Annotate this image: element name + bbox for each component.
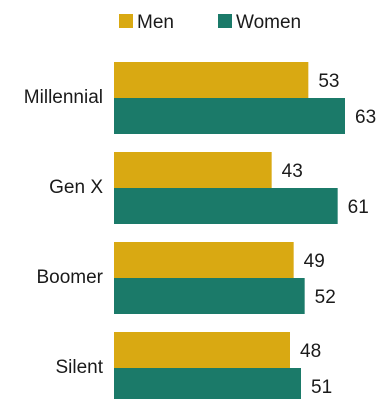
legend-swatch-women — [218, 14, 232, 28]
bar-women — [114, 278, 305, 314]
category-label: Millennial — [24, 87, 103, 108]
bar-men — [114, 152, 272, 188]
value-label-women: 61 — [348, 197, 369, 218]
value-label-men: 48 — [300, 341, 321, 362]
category-label: Boomer — [36, 267, 103, 288]
value-labels: 53 63 43 61 49 52 48 51 — [282, 71, 376, 398]
value-label-men: 53 — [318, 71, 339, 92]
value-label-women: 52 — [315, 287, 336, 308]
value-label-women: 51 — [311, 377, 332, 398]
legend-label-women: Women — [236, 12, 301, 33]
bars — [114, 62, 345, 399]
bar-women — [114, 188, 338, 224]
legend-label-men: Men — [137, 12, 174, 33]
value-label-men: 49 — [304, 251, 325, 272]
value-label-women: 63 — [355, 107, 376, 128]
bar-men — [114, 332, 290, 368]
bar-men — [114, 242, 294, 278]
bar-women — [114, 368, 301, 399]
value-label-men: 43 — [282, 161, 303, 182]
category-label: Gen X — [49, 177, 103, 198]
category-labels: Millennial Gen X Boomer Silent — [24, 87, 104, 378]
legend-swatch-men — [119, 14, 133, 28]
category-label: Silent — [55, 357, 103, 378]
bar-women — [114, 98, 345, 134]
bar-men — [114, 62, 309, 98]
legend: Men Women — [119, 12, 301, 33]
